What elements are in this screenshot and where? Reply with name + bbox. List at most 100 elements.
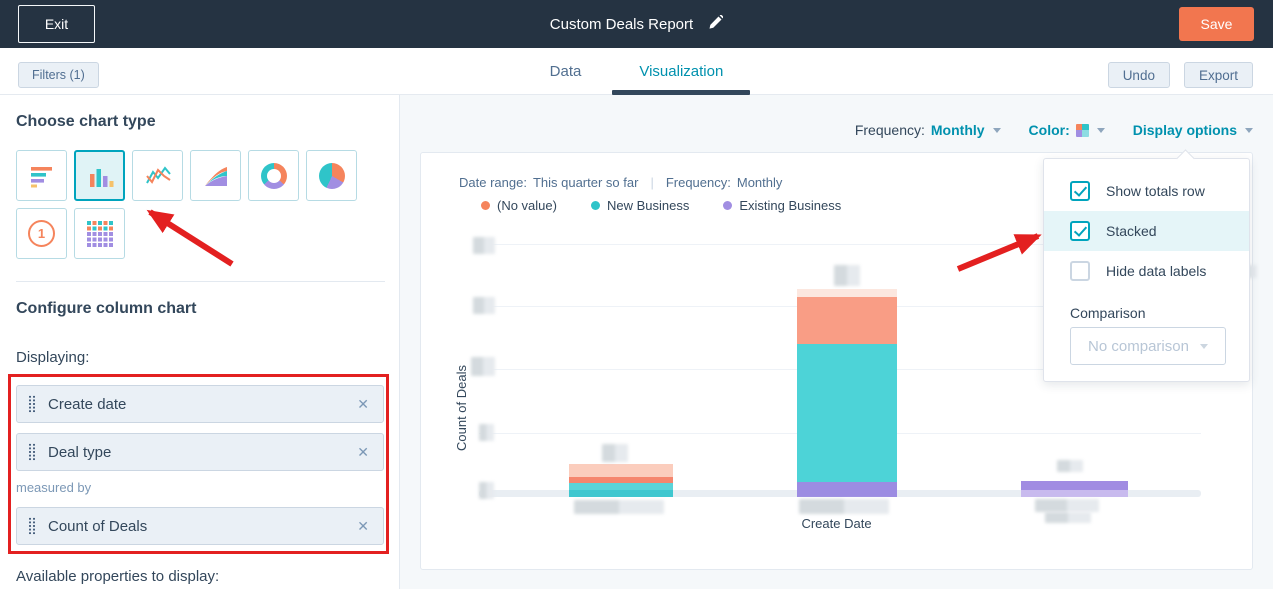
redacted-label xyxy=(834,265,860,286)
color-dropdown[interactable]: Color: xyxy=(1029,122,1105,138)
displaying-pill-deal-type[interactable]: Deal type ✕ xyxy=(16,433,384,471)
display-menu-item[interactable]: Stacked xyxy=(1044,211,1249,251)
chart-type-grid: 1 xyxy=(16,150,368,259)
config-sidebar: Choose chart type xyxy=(0,95,400,589)
chart-type-area[interactable] xyxy=(190,150,241,201)
displaying-pill-count-of-deals[interactable]: Count of Deals ✕ xyxy=(16,507,384,545)
meta-separator: | xyxy=(650,175,654,190)
donut-chart-icon xyxy=(260,162,287,189)
redacted-label xyxy=(1045,512,1091,523)
legend-dot xyxy=(481,201,490,210)
drag-handle-icon[interactable] xyxy=(28,517,36,535)
legend-label: New Business xyxy=(606,198,690,213)
table-grid-icon xyxy=(86,220,113,247)
menu-item-label: Hide data labels xyxy=(1106,263,1207,279)
display-options-menu: Show totals row Stacked Hide data labels… xyxy=(1043,149,1250,382)
bar-segment--no-value-[interactable] xyxy=(797,297,897,344)
redacted-label xyxy=(602,444,628,462)
bar-segment-existing-business[interactable] xyxy=(1021,481,1128,490)
bar-segment-new-business[interactable] xyxy=(569,483,673,490)
comparison-label: Comparison xyxy=(1070,305,1146,321)
chart-type-horizontal-bar[interactable] xyxy=(16,150,67,201)
comparison-select[interactable]: No comparison xyxy=(1070,327,1226,365)
legend-item[interactable]: (No value) xyxy=(481,198,557,213)
legend-item[interactable]: Existing Business xyxy=(723,198,841,213)
checkbox-show-totals-row[interactable] xyxy=(1070,181,1090,201)
redacted-label xyxy=(473,297,495,314)
legend-label: (No value) xyxy=(497,198,557,213)
checkbox-stacked[interactable] xyxy=(1070,221,1090,241)
bar-segment--no-value-[interactable] xyxy=(569,464,673,477)
filters-button[interactable]: Filters (1) xyxy=(18,62,99,88)
top-bar: Exit Custom Deals Report Save xyxy=(0,0,1273,48)
undo-button[interactable]: Undo xyxy=(1107,62,1170,88)
redacted-label xyxy=(479,424,494,441)
kpi-number-icon: 1 xyxy=(28,220,55,247)
pill-label: Count of Deals xyxy=(48,517,148,535)
display-menu-item[interactable]: Hide data labels xyxy=(1044,251,1249,291)
chart-type-pie[interactable] xyxy=(306,150,357,201)
menu-item-label: Show totals row xyxy=(1106,183,1205,199)
secondary-toolbar: Filters (1) Data Visualization Undo Expo… xyxy=(0,48,1273,95)
edit-pencil-icon[interactable] xyxy=(708,14,724,34)
plot-area xyxy=(421,153,1257,569)
chevron-down-icon xyxy=(1096,127,1105,133)
chart-type-donut[interactable] xyxy=(248,150,299,201)
report-title: Custom Deals Report xyxy=(549,15,694,33)
remove-pill-icon[interactable]: ✕ xyxy=(357,443,369,460)
bar-segment-new-business[interactable] xyxy=(797,344,897,482)
tab-visualization[interactable]: Visualization xyxy=(639,63,724,80)
chevron-down-icon xyxy=(1199,343,1208,349)
save-button[interactable]: Save xyxy=(1179,7,1254,41)
redacted-label xyxy=(1035,499,1099,512)
legend-item[interactable]: New Business xyxy=(590,198,690,213)
date-range-label: Date range: xyxy=(459,175,527,190)
chart-type-line[interactable] xyxy=(132,150,183,201)
chevron-down-icon xyxy=(992,127,1001,133)
color-swatch-icon xyxy=(1075,123,1089,137)
legend-dot xyxy=(723,201,733,210)
active-tab-underline xyxy=(612,90,750,95)
chart-type-kpi[interactable]: 1 xyxy=(16,208,67,259)
display-options-dropdown[interactable]: Display options xyxy=(1133,122,1253,138)
y-axis-title: Count of Deals xyxy=(454,365,469,451)
chart-type-column[interactable] xyxy=(74,150,125,201)
redacted-label xyxy=(479,482,494,499)
color-label: Color: xyxy=(1028,122,1070,138)
date-range-value: This quarter so far xyxy=(532,175,639,190)
display-options-label: Display options xyxy=(1132,122,1237,138)
remove-pill-icon[interactable]: ✕ xyxy=(357,517,369,534)
configure-heading: Configure column chart xyxy=(16,300,197,317)
bar-segment-new-business[interactable] xyxy=(569,490,673,497)
gridline xyxy=(479,244,1201,245)
remove-pill-icon[interactable]: ✕ xyxy=(357,395,369,412)
line-chart-icon xyxy=(145,165,171,184)
checkbox-hide-data-labels[interactable] xyxy=(1070,261,1090,281)
display-menu-item[interactable]: Show totals row xyxy=(1044,171,1249,211)
export-button[interactable]: Export xyxy=(1183,62,1253,88)
redacted-label xyxy=(574,500,664,514)
frequency-label: Frequency: xyxy=(854,122,925,138)
bar-segment--no-value-[interactable] xyxy=(797,289,897,297)
pie-chart-icon xyxy=(318,162,345,189)
exit-button[interactable]: Exit xyxy=(18,5,95,43)
drag-handle-icon[interactable] xyxy=(28,395,36,413)
frequency-dropdown[interactable]: Frequency: Monthly xyxy=(855,122,1001,138)
view-tabs: Data Visualization xyxy=(550,48,724,95)
bar-segment-existing-business[interactable] xyxy=(797,482,897,497)
displaying-pill-create-date[interactable]: Create date ✕ xyxy=(16,385,384,423)
drag-handle-icon[interactable] xyxy=(28,443,36,461)
meta-frequency-value: Monthly xyxy=(736,175,783,190)
bar-segment--no-value-[interactable] xyxy=(569,477,673,483)
bar-segment-existing-business[interactable] xyxy=(1021,490,1128,497)
tab-data[interactable]: Data xyxy=(549,63,582,80)
x-axis-title: Create Date xyxy=(801,516,872,531)
measured-by-label: measured by xyxy=(16,480,92,495)
horizontal-bar-icon xyxy=(30,166,52,187)
displaying-label: Displaying: xyxy=(16,349,90,366)
chart-type-table[interactable] xyxy=(74,208,125,259)
redacted-label xyxy=(1057,460,1083,472)
legend-dot xyxy=(590,201,600,210)
chart-meta: Date range: This quarter so far | Freque… xyxy=(459,175,782,190)
